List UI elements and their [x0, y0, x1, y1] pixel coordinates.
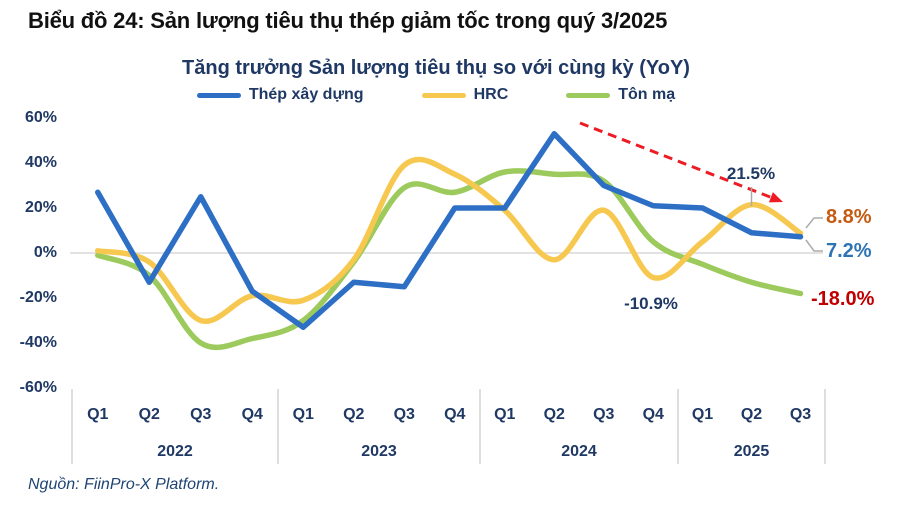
legend-label: HRC: [473, 86, 509, 103]
annotation-hrc-trough-value: -10.9%: [624, 294, 678, 313]
annotation-hrc-peak-value: 21.5%: [726, 164, 776, 183]
x-axis-year-label: 2024: [561, 443, 597, 460]
x-axis-quarter-label: Q4: [241, 406, 263, 423]
chart-subtitle: Tăng trưởng Sản lượng tiêu thụ so với cù…: [182, 57, 690, 79]
y-axis-tick-label: -20%: [19, 289, 57, 306]
y-axis-tick-label: 0%: [33, 244, 57, 261]
x-axis-quarter-label: Q3: [789, 406, 812, 423]
trend-arrow-line: [579, 121, 772, 199]
series-line-thep-xay-dung: [95, 131, 804, 330]
x-axis-quarter-label: Q4: [444, 406, 466, 423]
x-axis-quarter-label: Q2: [138, 406, 160, 423]
legend-item: HRC: [421, 86, 509, 104]
trend-arrow-head: [768, 192, 783, 203]
leader-line-construction-end: [805, 239, 823, 252]
source-note: Nguồn: FiinPro-X Platform.: [28, 476, 220, 493]
x-axis-quarter-label: Q1: [292, 406, 314, 423]
x-axis-quarter-label: Q1: [691, 406, 714, 423]
y-axis-tick-label: 60%: [24, 109, 57, 126]
x-axis-year-label: 2023: [361, 443, 397, 460]
series-line-hrc: [95, 156, 804, 324]
legend-label: Tôn mạ: [618, 86, 676, 103]
series-line-ton-ma: [95, 168, 804, 351]
page-title: Biểu đồ 24: Sản lượng tiêu thụ thép giảm…: [28, 8, 668, 33]
annotation-ton-ma-end-value: -18.0%: [811, 288, 875, 310]
x-axis-quarter-label: Q2: [343, 406, 365, 423]
leader-line-hrc-end: [805, 217, 823, 229]
legend-swatch: [196, 92, 241, 98]
chart-legend: Thép xây dựng HRC Tôn mạ: [0, 86, 872, 104]
legend-label: Thép xây dựng: [248, 86, 364, 103]
legend-item: Thép xây dựng: [196, 86, 364, 104]
x-axis-quarter-label: Q2: [543, 406, 565, 423]
x-axis-quarter-label: Q1: [87, 406, 109, 423]
x-axis-quarter-label: Q3: [393, 406, 415, 423]
annotation-construction-steel-end-value: 7.2%: [826, 240, 872, 262]
x-axis-year-label: 2022: [157, 443, 193, 460]
x-axis-quarter-label: Q1: [494, 406, 516, 423]
legend-item: Tôn mạ: [566, 86, 675, 104]
annotation-hrc-end-value: 8.8%: [826, 206, 872, 228]
y-axis-tick-label: 40%: [24, 154, 57, 171]
x-axis-quarter-label: Q4: [642, 406, 664, 423]
x-axis-quarter-label: Q2: [740, 406, 763, 423]
x-axis-quarter-label: Q3: [593, 406, 615, 423]
legend-swatch: [566, 92, 611, 98]
y-axis-tick-label: 20%: [24, 199, 57, 216]
legend-swatch: [421, 92, 466, 98]
x-axis-year-label: 2025: [733, 443, 770, 460]
y-axis-tick-label: -40%: [19, 334, 57, 351]
y-axis-tick-label: -60%: [19, 379, 57, 396]
x-axis-quarter-label: Q3: [190, 406, 212, 423]
